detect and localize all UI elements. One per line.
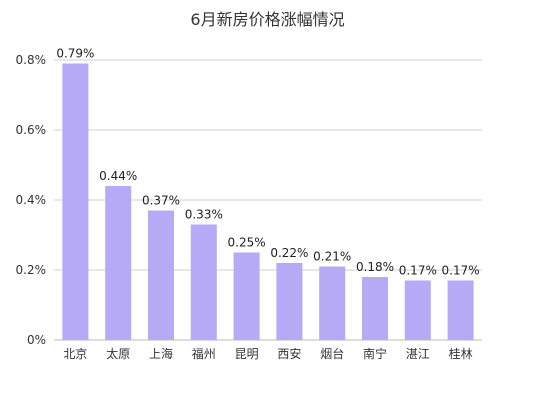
y-tick-label: 0%	[27, 333, 46, 347]
x-tick-label: 上海	[149, 346, 173, 361]
bar	[319, 266, 346, 340]
data-label: 0.79%	[56, 47, 94, 61]
bar	[62, 63, 89, 340]
y-tick-label: 0.2%	[16, 263, 47, 277]
data-label: 0.18%	[356, 260, 394, 274]
data-label: 0.33%	[185, 208, 223, 222]
x-tick-label: 昆明	[235, 347, 259, 361]
data-label: 0.21%	[313, 250, 351, 264]
bar	[148, 210, 174, 340]
x-tick-label: 福州	[192, 346, 216, 361]
data-label: 0.44%	[99, 169, 137, 183]
bar	[404, 280, 431, 340]
chart-title: 6月新房价格涨幅情况	[190, 10, 345, 29]
x-tick-label: 西安	[277, 346, 301, 361]
x-tick-label: 太原	[106, 346, 130, 361]
bar	[105, 186, 132, 340]
x-tick-label: 北京	[63, 347, 87, 361]
y-tick-label: 0.6%	[16, 123, 47, 137]
x-tick-label: 湛江	[406, 347, 430, 361]
y-tick-label: 0.8%	[16, 53, 47, 67]
y-tick-label: 0.4%	[16, 193, 47, 207]
x-tick-label: 烟台	[320, 346, 344, 361]
data-label: 0.22%	[270, 246, 308, 260]
bar	[190, 224, 217, 340]
bar	[447, 280, 474, 340]
bar	[276, 263, 303, 340]
data-label: 0.17%	[442, 264, 480, 278]
data-label: 0.25%	[228, 236, 266, 250]
x-tick-label: 南宁	[363, 346, 387, 361]
bar	[233, 252, 260, 340]
x-tick-label: 桂林	[449, 346, 473, 361]
data-label: 0.37%	[142, 194, 180, 208]
bar	[362, 277, 388, 340]
data-label: 0.17%	[399, 264, 437, 278]
